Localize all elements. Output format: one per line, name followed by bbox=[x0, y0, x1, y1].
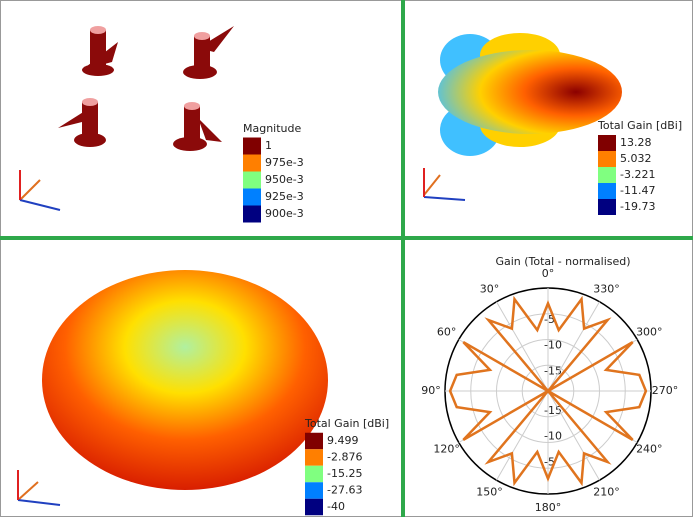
axes-icon bbox=[17, 168, 466, 506]
legend-label: 1 bbox=[265, 139, 272, 152]
grid-spoke bbox=[496, 390, 549, 481]
legend-title: Total Gain [dBi] bbox=[597, 119, 682, 132]
legend-swatch bbox=[598, 135, 616, 151]
antenna-array bbox=[58, 26, 234, 151]
legend-label: -40 bbox=[327, 500, 345, 513]
theta-tick-label: 150° bbox=[476, 485, 503, 498]
legend-swatch bbox=[243, 154, 261, 172]
legend-label: -19.73 bbox=[620, 200, 655, 213]
legend-swatch bbox=[598, 199, 616, 215]
r-tick-label: -5 bbox=[544, 313, 555, 326]
legend-title: Magnitude bbox=[243, 122, 302, 135]
legend-swatch bbox=[598, 167, 616, 183]
legend-label: 900e-3 bbox=[265, 207, 304, 220]
theta-tick-label: 240° bbox=[636, 443, 663, 456]
theta-tick-label: 0° bbox=[542, 267, 555, 280]
legend-swatch bbox=[243, 171, 261, 189]
legend-label: -2.876 bbox=[327, 451, 362, 464]
legend-label: 950e-3 bbox=[265, 173, 304, 186]
legend-label: 925e-3 bbox=[265, 190, 304, 203]
legend-label: 975e-3 bbox=[265, 156, 304, 169]
grid-spoke bbox=[547, 390, 600, 481]
legend-swatch bbox=[598, 151, 616, 167]
legend-label: 5.032 bbox=[620, 152, 652, 165]
theta-tick-label: 90° bbox=[421, 384, 441, 397]
gain-curve bbox=[448, 295, 648, 487]
legend-label: -11.47 bbox=[620, 184, 655, 197]
legend-swatch bbox=[598, 183, 616, 199]
legend-swatch bbox=[243, 188, 261, 206]
theta-tick-label: 180° bbox=[535, 501, 562, 514]
legend-label: -27.63 bbox=[327, 484, 362, 497]
theta-tick-label: 120° bbox=[433, 443, 460, 456]
legend-label: 9.499 bbox=[327, 434, 359, 447]
r-tick-label: -10 bbox=[544, 339, 562, 352]
theta-tick-label: 210° bbox=[593, 485, 620, 498]
legend-swatch bbox=[305, 449, 323, 466]
legend-label: -15.25 bbox=[327, 467, 362, 480]
legend-swatch bbox=[305, 482, 323, 499]
legend-swatch bbox=[305, 432, 323, 450]
legend-label: -3.221 bbox=[620, 168, 655, 181]
chart-title: Gain (Total - normalised) bbox=[495, 255, 630, 268]
legend-swatch bbox=[305, 498, 323, 516]
theta-tick-label: 270° bbox=[652, 384, 679, 397]
r-tick-label: -10 bbox=[544, 430, 562, 443]
legend-swatch bbox=[305, 465, 323, 483]
theta-tick-label: 60° bbox=[437, 326, 457, 339]
theta-tick-label: 30° bbox=[480, 283, 500, 296]
legend-swatch bbox=[243, 137, 261, 155]
legend-swatch bbox=[243, 205, 261, 223]
theta-tick-label: 330° bbox=[593, 283, 620, 296]
divider bbox=[401, 0, 405, 517]
theta-tick-label: 300° bbox=[636, 326, 663, 339]
grid-spoke bbox=[547, 301, 600, 392]
legend-label: 13.28 bbox=[620, 136, 652, 149]
pattern-3d bbox=[42, 33, 622, 490]
legend-title: Total Gain [dBi] bbox=[304, 417, 389, 430]
grid-spoke bbox=[496, 301, 549, 392]
divider bbox=[0, 236, 693, 240]
r-tick-label: -5 bbox=[544, 455, 555, 468]
